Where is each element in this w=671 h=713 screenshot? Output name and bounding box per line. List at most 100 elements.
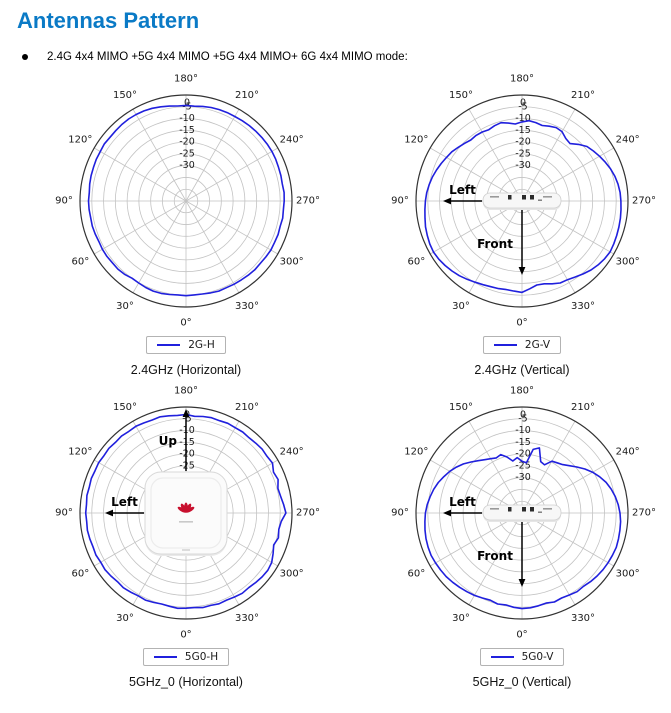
legend-box: 2G-H — [146, 336, 226, 354]
chart-caption: 2.4GHz (Horizontal) — [130, 363, 242, 377]
page-title: Antennas Pattern — [17, 8, 200, 33]
angle-tick-label: 30° — [452, 613, 470, 624]
radial-tick-label: -10 — [179, 113, 195, 124]
grid-spoke — [468, 109, 523, 202]
legend-row: 2G-H — [18, 336, 354, 354]
up-arrow-label: Up — [159, 434, 178, 448]
device-marking — [543, 196, 552, 198]
grid-spoke — [185, 200, 240, 293]
chart-caption: 5GHz_0 (Horizontal) — [129, 675, 243, 689]
grid-spoke — [468, 421, 523, 514]
polar-chart-5g0-horizontal: 180° 210° 240° 270° 300° 330° 0° 30° 60° 90° 120° 1… — [18, 379, 354, 690]
device-marking — [538, 199, 542, 201]
radial-tick-label: 0 — [520, 410, 526, 421]
radial-tick-label: -20 — [179, 137, 195, 148]
angle-tick-label: 120° — [404, 447, 428, 458]
angle-tick-label: 60° — [71, 257, 89, 268]
polar-grid: 180° 210° 240° 270° 300° 330° 0° 30° 60° 90° 120° 1… — [55, 74, 320, 329]
angle-tick-label: 150° — [113, 90, 137, 101]
angle-tick-label: 300° — [616, 257, 640, 268]
radial-tick-label: -15 — [179, 125, 195, 136]
polar-plot-5g0-v: 180° 210° 240° 270° 300° 330° 0° 30° 60° 90° 120° 1… — [391, 386, 656, 641]
front-arrow-label: Front — [477, 237, 513, 251]
polar-chart-2g-horizontal: 180° 210° 240° 270° 300° 330° 0° 30° 60° 90° 120° 1… — [18, 67, 354, 378]
arrow-head — [518, 267, 526, 275]
arrow-head — [105, 509, 113, 517]
radial-tick-label: 0 — [520, 98, 526, 109]
angle-tick-label: 90° — [55, 196, 73, 207]
device-port — [530, 507, 534, 512]
angle-tick-label: 180° — [510, 386, 534, 397]
angle-tick-label: 210° — [571, 402, 595, 413]
radiation-curve — [424, 447, 622, 610]
polar-plot-2g-v: 180° 210° 240° 270° 300° 330° 0° 30° 60° 90° 120° 1… — [391, 74, 656, 329]
polar-outline — [415, 94, 629, 308]
left-arrow-label: Left — [449, 495, 476, 509]
device-port — [522, 195, 526, 200]
grid-spoke — [521, 421, 576, 514]
polar-outline — [79, 94, 293, 308]
legend-label: 5G0-H — [184, 651, 219, 663]
arrow-head — [518, 579, 526, 587]
angle-tick-label: 270° — [632, 508, 656, 519]
radiation-curve — [424, 119, 622, 294]
grid-spoke — [468, 512, 523, 605]
angle-tick-label: 180° — [510, 74, 534, 85]
radial-tick-label: -10 — [515, 113, 531, 124]
access-point-side-view: Left Front — [443, 495, 562, 587]
angle-tick-label: 300° — [280, 569, 304, 580]
grid-spoke — [430, 459, 523, 514]
angle-tick-label: 330° — [235, 613, 259, 624]
legend-row: 2G-V — [354, 336, 671, 354]
legend-row: 5G0-V — [354, 648, 671, 666]
radial-tick-label: -20 — [515, 137, 531, 148]
angle-tick-label: 90° — [55, 508, 73, 519]
grid-spoke — [430, 147, 523, 202]
radial-tick-label: -20 — [179, 449, 195, 460]
radial-tick-label: -25 — [179, 148, 195, 159]
angle-tick-label: 120° — [68, 135, 92, 146]
angle-tick-label: 30° — [116, 613, 134, 624]
radial-tick-label: -30 — [515, 160, 531, 171]
angle-tick-label: 270° — [296, 508, 320, 519]
legend-box: 2G-V — [482, 336, 562, 354]
angle-tick-label: 150° — [113, 402, 137, 413]
legend-box: 5G0-H — [142, 648, 230, 666]
arrow-head — [182, 409, 190, 417]
arrow-head — [443, 197, 451, 205]
radial-tick-label: -15 — [179, 437, 195, 448]
legend-label: 2G-V — [524, 339, 551, 351]
device-port — [508, 507, 512, 512]
angle-tick-label: 30° — [116, 301, 134, 312]
device-marking — [490, 196, 499, 198]
angle-tick-label: 60° — [407, 257, 425, 268]
chart-caption: 5GHz_0 (Vertical) — [472, 675, 572, 689]
legend-label: 5G0-V — [521, 651, 554, 663]
legend-label: 2G-H — [188, 339, 215, 351]
device-inner-edge — [150, 477, 222, 549]
angle-tick-label: 210° — [235, 402, 259, 413]
arrow-head — [443, 509, 451, 517]
radial-tick-label: -5 — [182, 101, 191, 112]
angle-tick-label: 240° — [616, 135, 640, 146]
angle-tick-label: 210° — [235, 90, 259, 101]
legend-line-sample — [490, 656, 514, 658]
grid-spoke — [521, 459, 614, 514]
grid-spoke — [185, 147, 278, 202]
angle-tick-label: 300° — [616, 569, 640, 580]
angle-tick-label: 330° — [571, 301, 595, 312]
bullet-marker — [22, 54, 28, 60]
radiation-curve — [87, 104, 285, 297]
angle-tick-label: 60° — [407, 569, 425, 580]
angle-tick-label: 150° — [449, 402, 473, 413]
radial-tick-label: -5 — [518, 101, 527, 112]
access-point-top-view: Up Left — [105, 409, 228, 556]
radial-tick-label: -25 — [179, 460, 195, 471]
grid-spoke — [185, 200, 278, 255]
polar-outline — [79, 406, 293, 620]
grid-spoke — [94, 200, 187, 255]
angle-tick-label: 270° — [632, 196, 656, 207]
radial-tick-label: -10 — [515, 425, 531, 436]
grid-spoke — [468, 200, 523, 293]
angle-tick-label: 30° — [452, 301, 470, 312]
